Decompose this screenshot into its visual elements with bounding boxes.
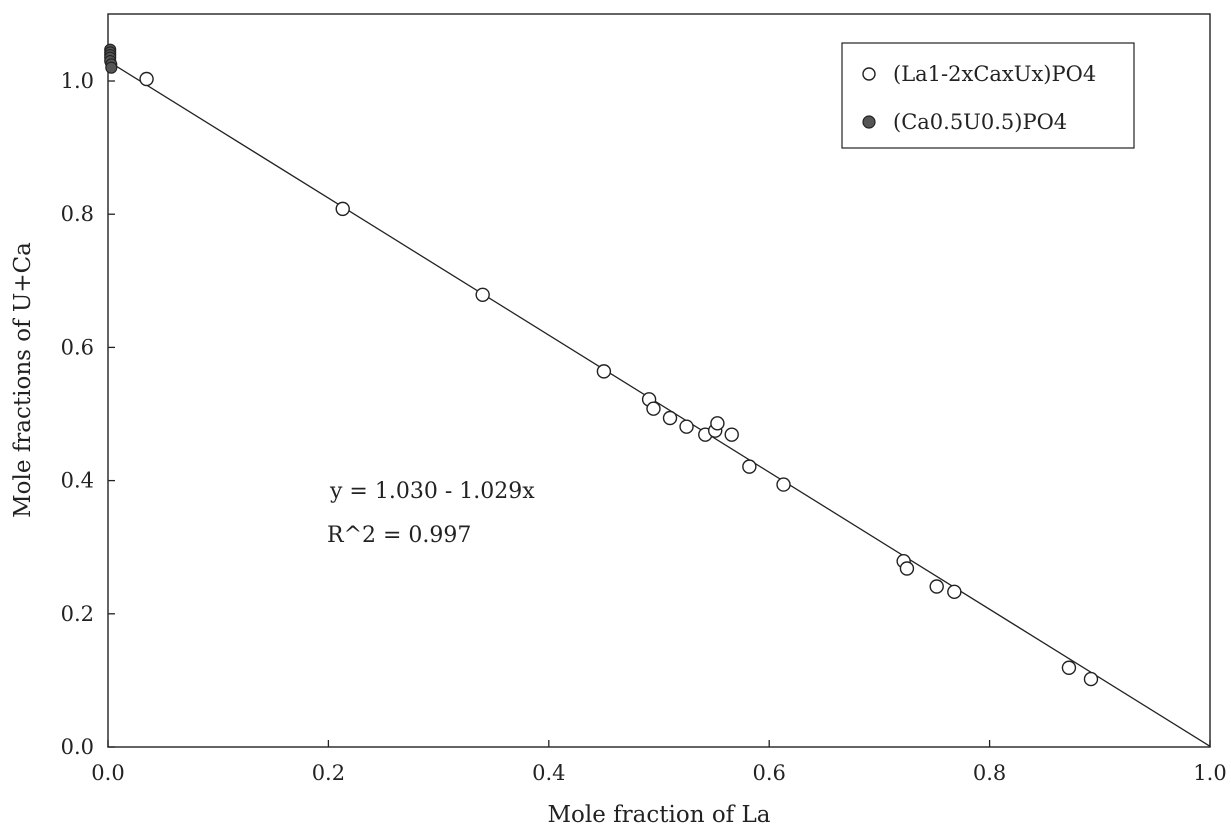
data-point-la-ca-u-po4 (929, 579, 944, 594)
y-axis-title: Mole fractions of U+Ca (10, 242, 36, 518)
data-point-la-ca-u-po4 (947, 584, 962, 600)
legend-marker-filled-circle (862, 115, 876, 129)
legend: (La1-2xCaxUx)PO4 (Ca0.5U0.5)PO4 (841, 42, 1135, 149)
x-tick-label: 0.8 (973, 761, 1006, 785)
x-axis: 0.0 0.2 0.4 0.6 0.8 1.0 (91, 740, 1227, 785)
data-point-la-ca-u-po4 (742, 459, 757, 474)
plot-frame (107, 13, 1211, 748)
r-squared-label: R^2 = 0.997 (327, 523, 471, 548)
y-tick-label: 0.6 (61, 335, 94, 359)
data-point-la-ca-u-po4 (1083, 671, 1099, 687)
data-point-la-ca-u-po4 (662, 410, 678, 426)
legend-box (841, 42, 1135, 149)
legend-marker-open-circle (862, 67, 876, 81)
data-point-la-ca-u-po4 (475, 287, 490, 302)
data-point-la-ca-u-po4 (596, 364, 612, 379)
data-point-la-ca-u-po4 (646, 401, 661, 416)
x-tick-label: 0.0 (91, 761, 124, 785)
data-point-la-ca-u-po4 (335, 201, 350, 217)
regression-line (107, 60, 1211, 747)
legend-label-series-1: (La1-2xCaxUx)PO4 (893, 62, 1096, 86)
data-points (104, 43, 1099, 687)
data-point-la-ca-u-po4 (710, 416, 725, 431)
x-axis-title: Mole fraction of La (547, 802, 770, 828)
data-point-la-ca-u-po4 (679, 419, 694, 434)
data-point-la-ca-u-po4 (776, 477, 791, 492)
x-tick-label: 0.2 (312, 761, 345, 785)
data-point-la-ca-u-po4 (724, 427, 739, 442)
data-point-ca-u-po4 (105, 61, 118, 74)
regression-equation: y = 1.030 - 1.029x (329, 479, 535, 504)
y-tick-label: 0.8 (61, 202, 94, 226)
y-tick-label: 0.4 (61, 469, 94, 493)
x-tick-label: 1.0 (1193, 761, 1226, 785)
data-point-la-ca-u-po4 (1061, 660, 1077, 675)
x-tick-label: 0.4 (532, 761, 565, 785)
y-tick-label: 0.0 (61, 735, 94, 759)
legend-label-series-2: (Ca0.5U0.5)PO4 (893, 110, 1067, 134)
y-tick-label: 0.2 (61, 602, 94, 626)
y-tick-label: 1.0 (61, 69, 94, 93)
data-point-la-ca-u-po4 (139, 71, 154, 87)
data-point-la-ca-u-po4 (899, 561, 915, 576)
x-tick-label: 0.6 (752, 761, 785, 785)
y-axis: 0.0 0.2 0.4 0.6 0.8 1.0 (61, 69, 115, 759)
